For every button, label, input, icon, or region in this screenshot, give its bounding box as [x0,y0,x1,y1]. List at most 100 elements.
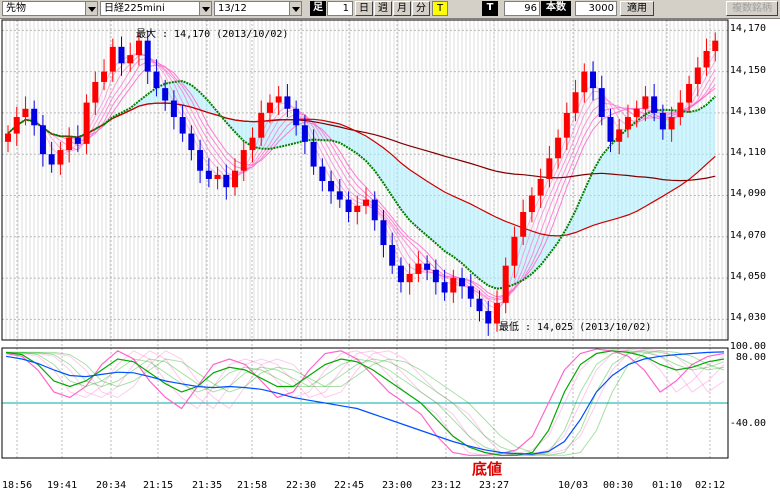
candle [485,311,492,324]
candle [380,220,387,246]
contract-select-value: 13/12 [218,3,247,14]
candle [624,117,631,130]
candle [607,117,614,142]
candle [336,191,343,200]
candle [31,108,38,126]
t-button[interactable]: T [432,1,448,16]
y-tick-label: 14,130 [729,105,766,117]
candle [92,81,99,103]
candle [467,286,474,299]
candle [424,263,431,270]
candle [101,71,108,82]
x-tick-label: 21:35 [192,480,223,491]
candle [345,199,352,212]
count2-input[interactable]: 3000 [575,1,617,16]
candle [214,174,221,179]
tab-day[interactable]: 日 [355,1,373,16]
x-tick-label: 01:10 [652,480,683,491]
candle [450,278,457,293]
y-tick-label: 14,090 [729,188,766,200]
symbol-select-value: 日経225mini [104,3,165,14]
bar-interval-input[interactable]: 1 [327,1,353,16]
x-tick-label: 02:12 [695,480,726,491]
candle [502,265,509,303]
market-select-value: 先物 [6,3,26,14]
candle [310,141,317,167]
candle [48,154,55,165]
x-tick-label: 23:00 [382,480,413,491]
x-tick-label: 21:15 [143,480,174,491]
symbol-chevron-down-icon[interactable] [199,1,212,16]
candle [66,137,73,151]
candle [22,108,29,118]
tab-month[interactable]: 月 [393,1,411,16]
market-chevron-down-icon[interactable] [85,1,98,16]
tab-minute[interactable]: 分 [412,1,430,16]
count-input[interactable]: 96 [504,1,540,16]
bottom-label: 底値 [472,460,503,478]
ma-short-line [7,61,716,300]
candle [179,117,186,134]
oscillator-trail [6,348,725,456]
oscillator-trail [6,350,725,456]
ma-short-line [7,64,716,298]
candle [397,265,404,283]
candle [642,96,649,109]
x-tick-label: 20:34 [96,480,127,491]
candle [188,133,195,151]
ma-short-line [7,52,716,314]
candle [572,92,579,113]
candle [677,102,684,118]
toolbar: 先物 日経225mini 13/12 足 1 日 週 月 分 T T 96 本数… [0,0,780,19]
candle [301,125,308,142]
candle [528,195,535,212]
candle [459,278,466,287]
oscillator-trail [6,348,725,456]
candle [598,88,605,118]
multi-symbol-button[interactable]: 複数銘柄 [726,1,778,16]
candle [581,71,588,93]
candle [659,112,666,130]
x-tick-label: 10/03 [558,480,589,491]
y-tick-label: 14,050 [729,271,766,283]
candle [686,84,693,103]
tab-week[interactable]: 週 [374,1,392,16]
candle [205,170,212,179]
oscillator-tick-label: -40.00 [729,418,766,429]
candle [240,150,247,171]
main-panel-border [1,19,729,341]
candle [13,117,20,134]
y-tick-label: 14,070 [729,229,766,241]
candle [170,100,177,118]
candle [354,205,361,212]
y-tick-label: 14,110 [729,147,766,159]
candle [546,158,553,179]
candle [555,137,562,159]
candle [284,96,291,109]
candle [651,96,658,113]
oscillator-line [5,350,725,456]
candle [406,273,413,283]
contract-chevron-down-icon[interactable] [289,1,302,16]
symbol-select[interactable]: 日経225mini [100,1,212,16]
candle [476,298,483,312]
candle [83,102,90,144]
candle [511,236,518,266]
candle [39,125,46,155]
candle [712,40,719,51]
t-label: T [482,1,498,16]
candle [537,178,544,196]
candle [563,112,570,138]
candle [135,40,142,56]
y-tick-label: 14,170 [729,23,766,35]
candle [432,269,439,283]
x-tick-label: 23:27 [479,480,510,491]
y-tick-label: 14,030 [729,312,766,324]
oscillator-trail [6,350,725,456]
apply-button[interactable]: 適用 [620,1,654,16]
moving-averages [7,50,716,314]
candle [590,71,597,89]
x-tick-label: 21:58 [237,480,268,491]
candle [293,108,300,126]
candle [275,96,282,103]
